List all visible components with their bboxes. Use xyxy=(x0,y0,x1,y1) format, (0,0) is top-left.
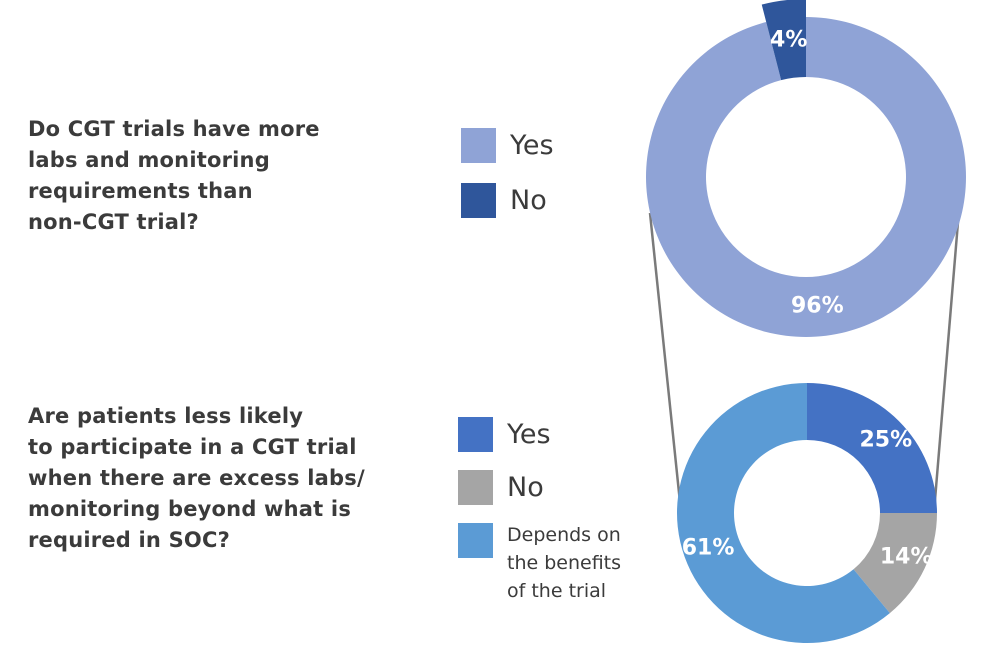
connector-line-2 xyxy=(932,209,961,513)
legend-label-yes: Yes xyxy=(510,130,554,161)
donut-1-value-label-1: 96% xyxy=(791,293,844,318)
question-2: Are patients less likely to participate … xyxy=(28,404,365,552)
donut-1-slice-2 xyxy=(761,0,806,81)
legend-label-no: No xyxy=(507,472,544,503)
connector-line-1 xyxy=(648,212,683,513)
legend-swatch-yes xyxy=(458,417,493,452)
legend-swatch-depends xyxy=(458,523,493,558)
donut-chart-1: 96% 4% xyxy=(646,0,966,337)
legend-swatch-yes xyxy=(461,128,496,163)
donut-2-value-label-3: 61% xyxy=(682,535,735,560)
legend-item-no: No xyxy=(461,183,554,218)
legend-label-no: No xyxy=(510,185,547,216)
donut-1-value-label-2: 4% xyxy=(770,28,807,53)
legend-label-depends: Depends on the benefits of the trial xyxy=(507,524,622,602)
legend-item-yes: Yes xyxy=(461,128,554,163)
question-1: Do CGT trials have more labs and monitor… xyxy=(28,117,320,234)
donut-2-slice-1 xyxy=(807,383,937,513)
legend-label-yes: Yes xyxy=(507,419,551,450)
legend-swatch-no xyxy=(458,470,493,505)
donut-2-slice-3 xyxy=(677,383,890,643)
legend-item-depends: Depends on the benefits of the trial xyxy=(458,523,621,605)
legend-chart-2: Yes No Depends on the benefits of the tr… xyxy=(458,417,621,623)
donut-2-slice-2 xyxy=(853,513,937,614)
donut-chart-2: 25% 14% 61% xyxy=(677,383,937,643)
donut-1-slice-1 xyxy=(646,17,966,337)
donut-2-value-label-1: 25% xyxy=(859,428,912,453)
legend-item-no: No xyxy=(458,470,621,505)
donut-2-value-label-2: 14% xyxy=(880,544,933,569)
legend-item-yes: Yes xyxy=(458,417,621,452)
legend-swatch-no xyxy=(461,183,496,218)
legend-chart-1: Yes No xyxy=(461,128,554,238)
